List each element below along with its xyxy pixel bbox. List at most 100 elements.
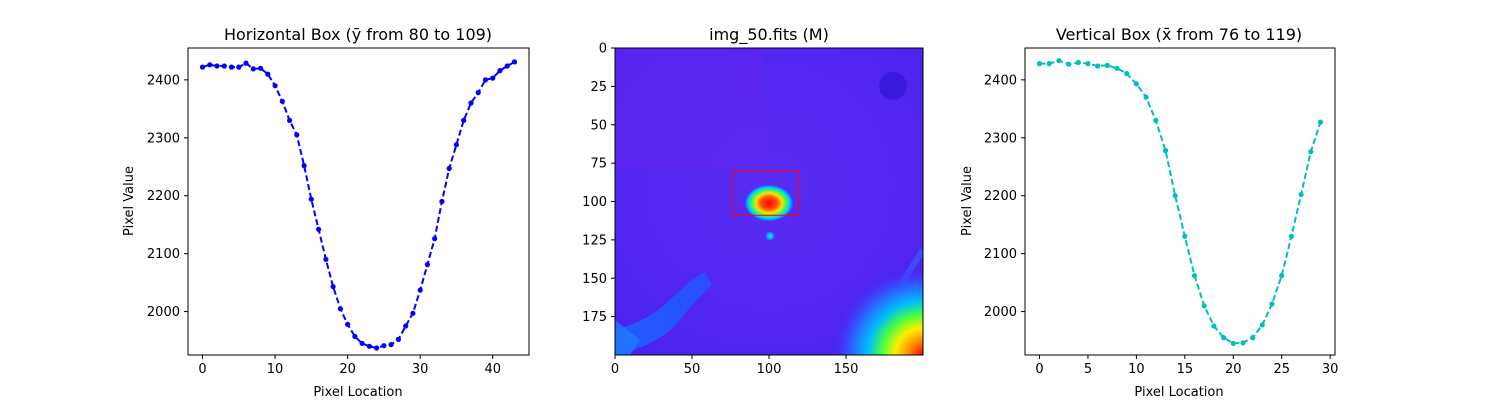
horizontal-profile-data-point [403,323,409,329]
image-left-edge-band [615,320,640,355]
horizontal-profile-data-point [279,98,285,104]
vertical-profile-series-line [1039,59,1322,345]
horizontal-profile-data-point [258,65,264,71]
vertical-profile-data-point [1298,191,1304,198]
vertical-profile-data-point [1269,301,1275,307]
image-xtick-label: 100 [757,362,782,377]
horizontal-profile-xtick-label: 0 [198,362,206,377]
horizontal-profile-data-point [301,163,307,169]
vertical-profile-data-point [1085,61,1091,67]
vertical-profile-data-point [1211,323,1217,329]
horizontal-profile-data-point [410,310,416,316]
vertical-profile-xtick-label: 10 [1128,362,1145,377]
horizontal-profile-data-point [497,68,503,74]
horizontal-profile-data-point [504,63,510,69]
vertical-profile-xtick-label: 20 [1225,362,1242,377]
selection-box[interactable] [731,170,799,216]
image-ytick-label: 25 [590,80,607,95]
horizontal-profile-data-point [272,83,278,89]
image-ytick-label: 150 [582,272,607,287]
vertical-profile-data-point [1259,322,1265,328]
image-xtick-label: 50 [684,362,701,377]
vertical-profile-data-point [1279,273,1285,279]
horizontal-profile-data-point [417,287,423,293]
image-purple-tint [615,48,765,168]
vertical-profile-ytick-label: 2000 [984,305,1017,320]
vertical-profile-data-point [1221,335,1227,341]
vertical-profile-data-point [1201,303,1207,309]
horizontal-profile-data-point [461,117,467,123]
horizontal-profile-data-point [323,256,329,262]
image-ytick-label: 75 [590,157,607,172]
vertical-profile-data-point [1095,63,1101,69]
image-panel: img_50.fits (M) [582,25,924,377]
horizontal-profile-data-point [352,333,358,340]
image-ytick-label: 125 [582,233,607,248]
vertical-profile-data-point [1230,340,1236,346]
horizontal-profile-data-point [287,117,293,123]
horizontal-profile-data-point [482,77,489,83]
vertical-profile-frame [1024,47,1336,356]
vertical-profile-ytick-label: 2200 [984,189,1017,204]
vertical-profile-xtick-label: 0 [1035,362,1043,377]
vertical-profile-xtick-label: 15 [1177,362,1194,377]
vertical-profile-data-point [1036,61,1043,67]
vertical-profile-title: Vertical Box (x̄ from 76 to 119) [1056,25,1302,44]
horizontal-profile-data-point [243,60,249,66]
vertical-profile-ytick-label: 2400 [984,73,1017,88]
image-title: img_50.fits (M) [709,25,829,45]
horizontal-profile-data-point [316,226,322,232]
vertical-profile-xtick-label: 30 [1322,362,1339,377]
horizontal-profile-data-point [468,100,474,106]
image-bright-source [745,185,793,221]
horizontal-profile-xlabel: Pixel Location [313,385,402,400]
horizontal-profile-data-point [475,90,481,96]
horizontal-profile-data-point [453,142,459,148]
vertical-profile-data-point [1153,117,1159,123]
image-dark-spot [879,72,907,100]
horizontal-profile-title: Horizontal Box (ȳ from 80 to 109) [224,25,492,44]
vertical-profile-ytick-label: 2100 [984,247,1017,262]
vertical-profile-data-point [1114,65,1120,71]
vertical-profile-data-point [1143,94,1149,100]
horizontal-profile-ylabel: Pixel Value [122,166,137,236]
image-ytick-label: 100 [582,195,607,210]
horizontal-profile-data-point [294,132,300,138]
horizontal-profile-data-point [265,71,271,77]
vertical-profile-data-point [1066,61,1072,67]
vertical-profile-panel: Vertical Box (x̄ from 76 to 119) 0 5 10 15 2… [960,25,1338,400]
horizontal-profile-data-point [250,66,256,72]
image-ytick-label: 175 [582,310,607,325]
vertical-profile-data-point [1046,61,1052,67]
image-xtick-label: 150 [834,362,859,377]
vertical-profile-data-point [1308,149,1314,155]
horizontal-profile-data-point [439,198,445,205]
horizontal-profile-ytick-label: 2400 [147,73,180,88]
horizontal-profile-data-point [330,284,336,290]
horizontal-profile-panel: Horizontal Box (ȳ from 80 to 109) 0 10 20 3… [122,25,530,400]
horizontal-profile-ytick-label: 2000 [147,305,180,320]
horizontal-profile-xtick-label: 30 [412,362,429,377]
vertical-profile-data-point [1075,59,1081,66]
image-small-source [765,231,775,241]
vertical-profile-data-point [1250,335,1256,341]
horizontal-profile-data-point [214,63,220,69]
horizontal-profile-data-point [511,59,518,65]
horizontal-profile-data-point [424,262,430,268]
horizontal-profile-data-point [381,343,387,349]
vertical-profile-xtick-label: 25 [1273,362,1290,377]
vertical-profile-data-point [1172,193,1178,199]
vertical-profile-data-point [1162,147,1169,154]
image-corner-glow [820,255,923,355]
vertical-profile-data-point [1133,81,1139,87]
horizontal-profile-xtick-label: 10 [267,362,284,377]
horizontal-profile-data-point [236,64,242,70]
vertical-profile-data-point [1288,233,1294,239]
image-ytick-label: 0 [599,42,607,57]
vertical-profile-data-point [1104,62,1110,68]
horizontal-profile-data-point [199,64,206,70]
image-ytick-label: 50 [590,118,607,133]
image-lower-left-streak [615,272,712,355]
horizontal-profile-xtick-label: 20 [339,362,356,377]
